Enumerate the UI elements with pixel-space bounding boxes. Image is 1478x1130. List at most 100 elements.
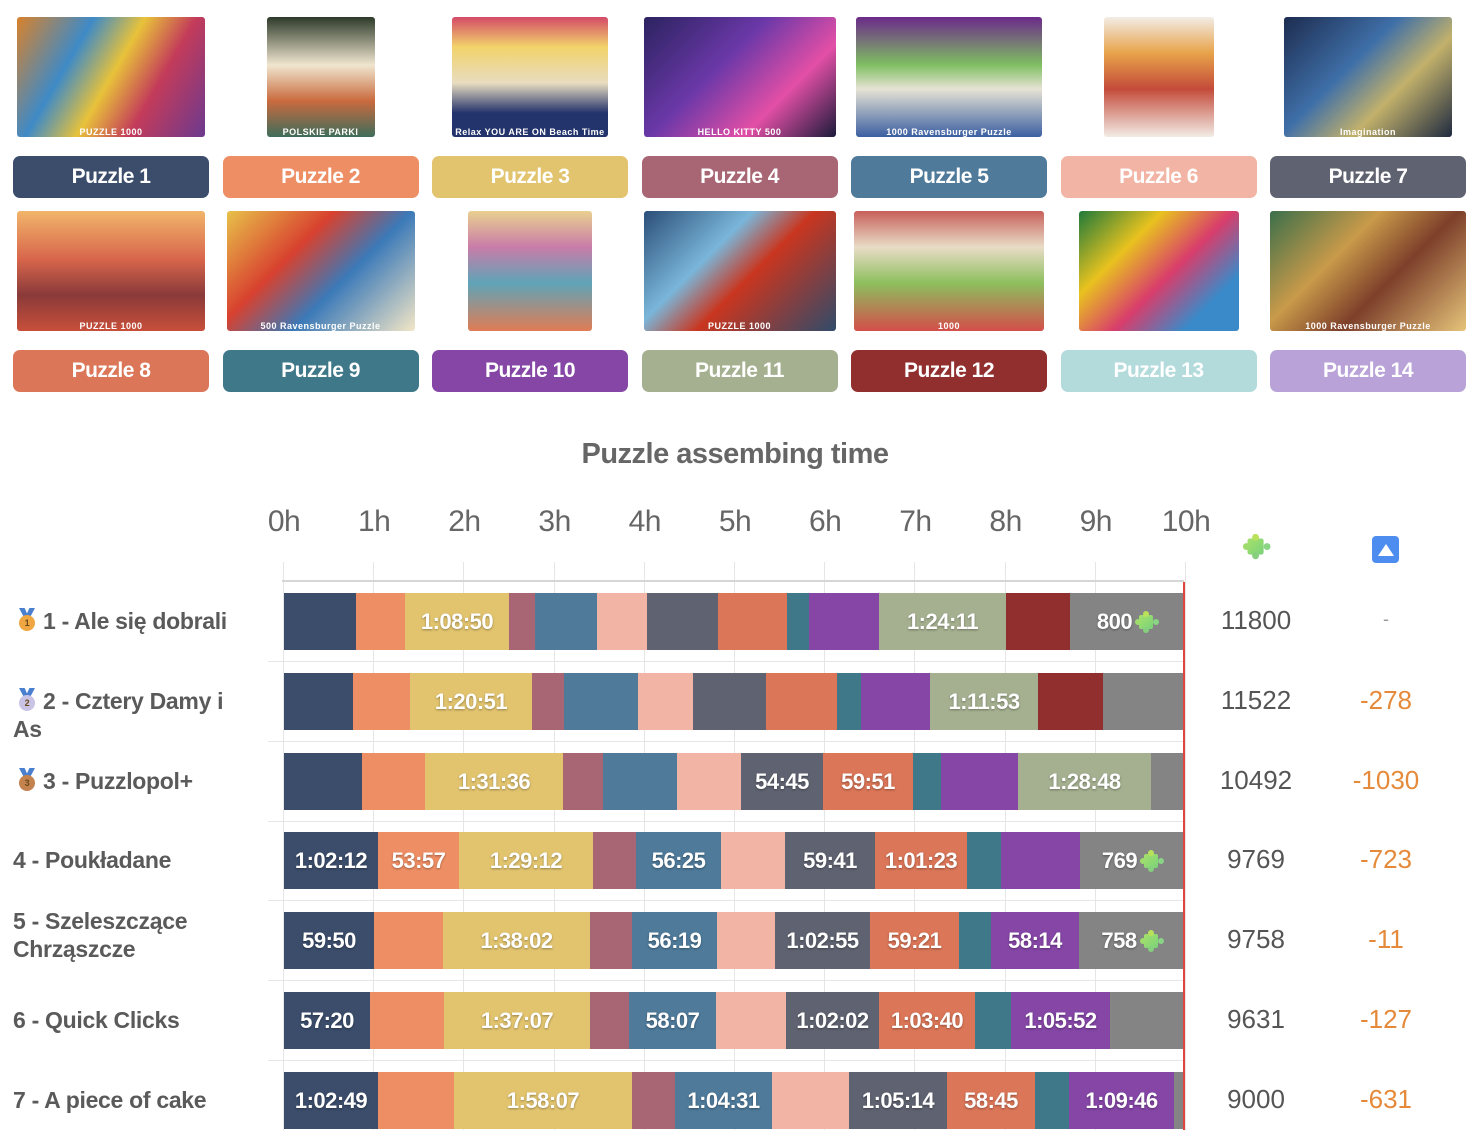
puzzle-9-segment[interactable] [1035,1072,1069,1129]
puzzle-10-segment[interactable] [941,753,1018,810]
puzzle-7-segment[interactable] [647,593,718,650]
puzzle-10-segment[interactable]: 1:09:46 [1069,1072,1174,1129]
puzzle-13-button[interactable]: Puzzle 13 [1060,350,1257,392]
puzzle-6-segment[interactable] [677,753,741,810]
puzzle-8-segment[interactable]: 58:45 [947,1072,1035,1129]
puzzle-11-button[interactable]: Puzzle 11 [641,350,838,392]
puzzle-6-segment[interactable] [716,992,786,1049]
puzzle-3-segment[interactable]: 1:31:36 [425,753,563,810]
puzzle-3-segment[interactable]: 1:58:07 [454,1072,632,1129]
remaining-segment[interactable] [1110,992,1184,1049]
puzzle-2-segment[interactable] [378,1072,454,1129]
puzzle-1-button[interactable]: Puzzle 1 [13,156,209,198]
puzzle-11-segment[interactable]: 1:28:48 [1018,753,1151,810]
puzzle-8-segment[interactable] [718,593,787,650]
puzzle-7-segment[interactable]: 1:05:14 [849,1072,947,1129]
puzzle-6-segment[interactable] [717,912,775,969]
puzzle-3-segment[interactable]: 1:08:50 [405,593,509,650]
remaining-segment[interactable]: 769 [1080,832,1184,889]
x-tick-label: 8h [989,505,1022,538]
puzzle-2-segment[interactable]: 53:57 [378,832,459,889]
puzzle-6-segment[interactable] [721,832,785,889]
remaining-segment[interactable] [1174,1072,1184,1129]
remaining-segment[interactable]: 758 [1079,912,1184,969]
puzzle-12-button[interactable]: Puzzle 12 [851,350,1047,392]
puzzle-10-button[interactable]: Puzzle 10 [432,350,628,392]
puzzle-3-segment[interactable]: 1:37:07 [444,992,590,1049]
puzzle-8-segment[interactable]: 59:51 [823,753,913,810]
puzzle-1-segment[interactable] [284,593,356,650]
puzzle-9-segment[interactable] [787,593,809,650]
puzzle-12-segment[interactable] [1006,593,1070,650]
puzzle-2-button[interactable]: Puzzle 2 [222,156,419,198]
puzzle-2-segment[interactable] [362,753,425,810]
puzzle-4-segment[interactable] [563,753,603,810]
puzzle-8-segment[interactable] [766,673,837,730]
puzzle-3-segment[interactable]: 1:29:12 [459,832,593,889]
remaining-segment[interactable] [1151,753,1184,810]
puzzle-8-segment[interactable]: 1:03:40 [879,992,975,1049]
puzzle-2-segment[interactable] [374,912,443,969]
remaining-segment[interactable] [1103,673,1184,730]
puzzle-1-segment[interactable] [284,673,353,730]
puzzle-4-segment[interactable] [532,673,564,730]
puzzle-5-segment[interactable] [535,593,597,650]
puzzle-2-segment[interactable] [370,992,444,1049]
puzzle-5-segment[interactable]: 56:25 [636,832,721,889]
puzzle-8-button[interactable]: Puzzle 8 [13,350,209,392]
puzzle-5-button[interactable]: Puzzle 5 [851,156,1047,198]
puzzle-10-segment[interactable] [1001,832,1080,889]
puzzle-8-segment[interactable]: 1:01:23 [875,832,967,889]
puzzle-7-segment[interactable]: 59:41 [785,832,875,889]
puzzle-3-segment[interactable]: 1:38:02 [443,912,590,969]
puzzle-5-segment[interactable] [564,673,638,730]
puzzle-1-segment[interactable]: 57:20 [284,992,370,1049]
puzzle-7-button[interactable]: Puzzle 7 [1270,156,1466,198]
puzzle-5-segment[interactable]: 56:19 [632,912,717,969]
puzzle-6-segment[interactable] [638,673,693,730]
puzzle-8-segment[interactable]: 59:21 [870,912,959,969]
remaining-segment[interactable]: 800 [1070,593,1184,650]
puzzle-7-segment[interactable] [693,673,766,730]
puzzle-7-segment[interactable]: 1:02:55 [775,912,870,969]
puzzle-2-segment[interactable] [356,593,405,650]
puzzle-4-segment[interactable] [590,992,629,1049]
puzzle-9-segment[interactable] [913,753,941,810]
puzzle-9-segment[interactable] [837,673,861,730]
puzzle-7-segment[interactable]: 54:45 [741,753,823,810]
puzzle-1-segment[interactable]: 1:02:12 [284,832,378,889]
puzzle-4-button[interactable]: Puzzle 4 [641,156,838,198]
puzzle-2-segment[interactable] [353,673,410,730]
puzzle-10-segment[interactable] [809,593,879,650]
puzzle-10-segment[interactable] [861,673,930,730]
puzzle-4-segment[interactable] [632,1072,675,1129]
bronze-medal-icon: 3 [17,768,37,792]
puzzle-6-segment[interactable] [597,593,647,650]
puzzle-6-segment[interactable] [772,1072,849,1129]
segment-label: 1:28:48 [1048,768,1121,794]
puzzle-5-segment[interactable] [603,753,677,810]
puzzle-12-segment[interactable] [1038,673,1103,730]
puzzle-4-segment[interactable] [590,912,632,969]
puzzle-9-segment[interactable] [975,992,1011,1049]
puzzle-7-segment[interactable]: 1:02:02 [786,992,879,1049]
puzzle-1-segment[interactable] [284,753,362,810]
puzzle-14-button[interactable]: Puzzle 14 [1270,350,1466,392]
puzzle-9-segment[interactable] [967,832,1001,889]
puzzle-1-segment[interactable]: 1:02:49 [284,1072,378,1129]
puzzle-5-segment[interactable]: 1:04:31 [675,1072,772,1129]
puzzle-11-segment[interactable]: 1:11:53 [930,673,1038,730]
puzzle-9-button[interactable]: Puzzle 9 [222,350,419,392]
puzzle-6-button[interactable]: Puzzle 6 [1060,156,1257,198]
puzzle-1-segment[interactable]: 59:50 [284,912,374,969]
puzzle-4-segment[interactable] [593,832,636,889]
puzzle-3-button[interactable]: Puzzle 3 [432,156,628,198]
puzzle-4-segment[interactable] [509,593,535,650]
puzzle-9-segment[interactable] [959,912,991,969]
puzzle-10-segment[interactable]: 1:05:52 [1011,992,1110,1049]
puzzle-5-segment[interactable]: 58:07 [629,992,716,1049]
puzzle-3-segment[interactable]: 1:20:51 [410,673,532,730]
puzzle-10-segment[interactable]: 58:14 [991,912,1079,969]
diff-column-header[interactable] [1372,536,1399,563]
puzzle-11-segment[interactable]: 1:24:11 [879,593,1006,650]
